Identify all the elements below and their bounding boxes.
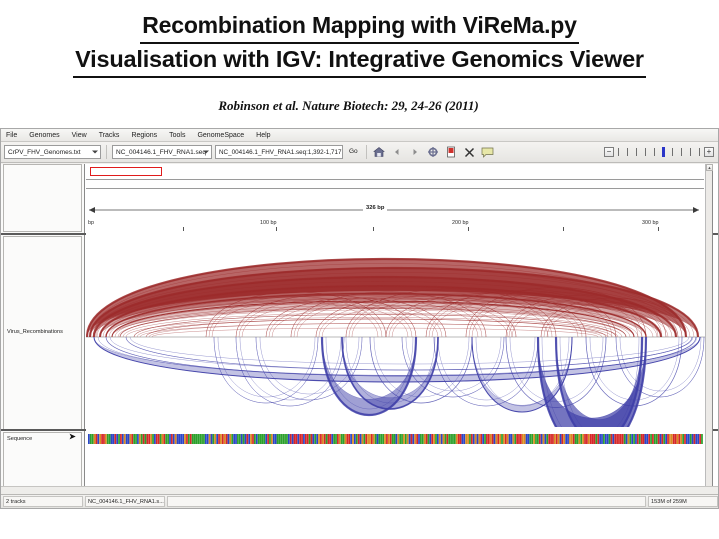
horizontal-scrollbar[interactable] [1, 486, 718, 494]
igv-main-area: Virus_Recombinations Sequence ➤ [1, 164, 718, 494]
popup-behavior-icon[interactable] [480, 145, 495, 160]
ruler-span-label: 326 bp [363, 205, 388, 211]
zoom-tick[interactable] [690, 148, 691, 156]
zoom-tick[interactable] [636, 148, 637, 156]
name-cell-recombinations[interactable] [3, 236, 82, 430]
page-title-line-2: Visualisation with IGV: Integrative Geno… [73, 44, 646, 78]
menu-tools[interactable]: Tools [169, 131, 186, 139]
menu-regions[interactable]: Regions [131, 131, 158, 139]
status-message [167, 496, 646, 507]
ruler-tick-mark [658, 227, 659, 231]
chromosome-select-value: NC_004146.1_FHV_RNA1.seq [116, 148, 206, 156]
forward-arrow-icon[interactable] [408, 145, 423, 160]
ruler-tick-label: 300 bp [642, 220, 659, 226]
zoom-tick[interactable] [645, 148, 646, 156]
track-name-recombinations: Virus_Recombinations [7, 329, 63, 335]
zoom-out-button[interactable]: − [604, 147, 614, 157]
ruler-tick-label: 200 bp [452, 220, 469, 226]
status-memory: 153M of 259M [648, 496, 718, 507]
data-panel: 326 bp bp 100 bp 200 bp 300 bp ▲ [86, 164, 713, 494]
locus-input[interactable]: NC_004146.1_FHV_RNA1.seq:1,392-1,717 [215, 145, 343, 159]
igv-statusbar: 2 tracks NC_004146.1_FHV_RNA1.s... 153M … [1, 494, 718, 508]
go-button[interactable]: Go [349, 148, 358, 155]
title-block: Recombination Mapping with ViReMa.py Vis… [0, 10, 719, 78]
fit-to-window-icon[interactable] [462, 145, 477, 160]
zoom-tick[interactable] [654, 148, 655, 156]
menu-genomespace[interactable]: GenomeSpace [197, 131, 245, 139]
track-name-panel: Virus_Recombinations Sequence ➤ [1, 164, 85, 494]
zoom-tick[interactable] [618, 148, 619, 156]
home-icon[interactable] [372, 145, 387, 160]
region-of-interest-strip[interactable] [86, 166, 706, 177]
menu-help[interactable]: Help [256, 131, 271, 139]
genome-select-value: CrPV_FHV_Genomes.txt [8, 148, 81, 156]
name-cell-ruler [3, 164, 82, 232]
ruler-tick-mark [563, 227, 564, 231]
ruler-tick-label: 100 bp [260, 220, 277, 226]
zoom-in-button[interactable]: + [704, 147, 714, 157]
recombination-arc-plot[interactable] [86, 237, 706, 427]
refresh-icon[interactable] [426, 145, 441, 160]
sequence-strand-arrow-icon[interactable]: ➤ [69, 432, 76, 441]
menu-file[interactable]: File [6, 131, 18, 139]
region-of-interest-box[interactable] [90, 167, 162, 176]
ruler-span-arrow [89, 207, 699, 213]
menu-view[interactable]: View [71, 131, 87, 139]
menu-genomes[interactable]: Genomes [29, 131, 60, 139]
zoom-slider[interactable]: − + [604, 145, 714, 159]
ruler-tick-mark [468, 227, 469, 231]
ruler-tick-mark [276, 227, 277, 231]
igv-menubar: File Genomes View Tracks Regions Tools G… [1, 129, 718, 142]
strip-rule [86, 179, 704, 180]
toolbar-separator [365, 145, 367, 159]
zoom-tick-active[interactable] [662, 147, 665, 157]
igv-window: File Genomes View Tracks Regions Tools G… [0, 128, 719, 509]
ruler-tick-mark [373, 227, 374, 231]
sequence-track[interactable] [86, 432, 706, 452]
vertical-scrollbar[interactable]: ▲ ▼ [705, 164, 713, 494]
genome-select[interactable]: CrPV_FHV_Genomes.txt [4, 145, 101, 159]
page-title-line-1: Recombination Mapping with ViReMa.py [140, 10, 579, 44]
chromosome-select[interactable]: NC_004146.1_FHV_RNA1.seq [112, 145, 212, 159]
strip-rule [86, 188, 704, 189]
track-name-sequence: Sequence [7, 436, 33, 442]
chevron-down-icon [203, 150, 209, 154]
zoom-tick[interactable] [699, 148, 700, 156]
igv-toolbar: CrPV_FHV_Genomes.txt NC_004146.1_FHV_RNA… [1, 142, 718, 163]
zoom-tick[interactable] [681, 148, 682, 156]
citation-text: Robinson et al. Nature Biotech: 29, 24-2… [218, 98, 479, 113]
zoom-tick[interactable] [672, 148, 673, 156]
zoom-tick[interactable] [627, 148, 628, 156]
status-locus: NC_004146.1_FHV_RNA1.s... [85, 496, 165, 507]
region-tool-icon[interactable] [444, 145, 459, 160]
chevron-down-icon [92, 150, 98, 154]
ruler-tick-mark [183, 227, 184, 231]
toolbar-separator [106, 145, 107, 159]
menu-tracks[interactable]: Tracks [98, 131, 120, 139]
ruler-tick-label: bp [88, 220, 94, 226]
status-tracks-count: 2 tracks [3, 496, 83, 507]
back-arrow-icon[interactable] [390, 145, 405, 160]
scroll-up-arrow-icon[interactable]: ▲ [706, 164, 713, 171]
